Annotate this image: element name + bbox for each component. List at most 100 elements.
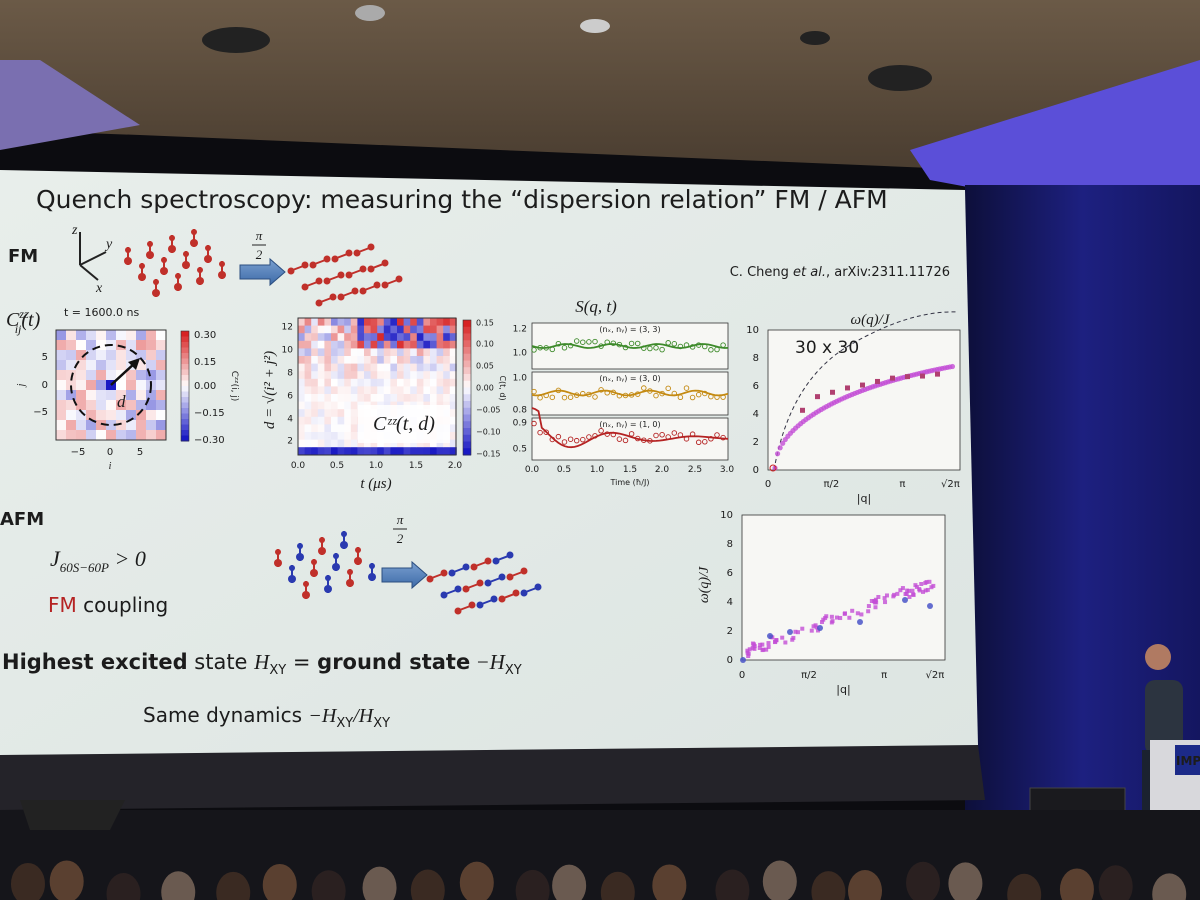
ceiling-light xyxy=(800,31,830,45)
x-label: i xyxy=(109,461,112,472)
shape xyxy=(659,432,665,438)
shape xyxy=(298,348,305,357)
shape xyxy=(56,350,67,361)
slide-title: Quench spectroscopy: measuring the “disp… xyxy=(36,185,888,214)
shape xyxy=(634,435,641,442)
shape xyxy=(752,642,757,647)
shape xyxy=(543,429,549,435)
shape xyxy=(317,439,325,448)
coupling-part: J xyxy=(50,546,61,571)
shape xyxy=(537,344,543,351)
shape xyxy=(116,400,127,411)
shape xyxy=(463,333,471,341)
shape xyxy=(598,428,604,434)
shape xyxy=(641,385,647,391)
shape xyxy=(298,394,305,402)
shape xyxy=(443,318,451,326)
shape xyxy=(927,579,932,584)
shape xyxy=(430,348,437,357)
x-label: |q| xyxy=(836,683,850,696)
shape xyxy=(298,318,305,326)
shape xyxy=(301,283,309,291)
shape xyxy=(769,464,777,472)
shape xyxy=(567,394,574,400)
shape xyxy=(56,370,67,381)
shape xyxy=(377,447,385,456)
shape xyxy=(850,608,855,613)
shape xyxy=(298,371,305,380)
shape xyxy=(410,378,418,387)
shape xyxy=(197,267,203,273)
shape xyxy=(463,407,471,415)
shape xyxy=(783,640,788,645)
shape xyxy=(492,557,500,565)
tick-label: 2.5 xyxy=(688,465,702,475)
pulse-den: 2 xyxy=(397,531,404,546)
shape xyxy=(331,439,338,448)
shape xyxy=(346,579,354,587)
shape xyxy=(298,340,305,349)
shape xyxy=(573,392,580,398)
shape xyxy=(181,369,189,376)
shape xyxy=(331,318,338,326)
shape xyxy=(298,356,305,364)
tick-label: 0 xyxy=(727,655,733,666)
shape xyxy=(311,386,319,395)
shape xyxy=(156,390,167,401)
shape xyxy=(904,591,909,596)
shape xyxy=(76,430,87,441)
shape xyxy=(403,340,411,349)
shape xyxy=(169,235,175,241)
shape xyxy=(364,386,371,395)
shape xyxy=(359,287,367,295)
shape xyxy=(324,439,332,448)
shape xyxy=(364,348,371,357)
shape xyxy=(383,356,391,364)
shape xyxy=(146,370,157,381)
shape xyxy=(317,363,325,372)
shape xyxy=(311,559,317,565)
shape xyxy=(317,386,325,395)
shape xyxy=(410,363,418,372)
shape xyxy=(136,360,147,371)
shape xyxy=(139,263,145,269)
shape xyxy=(592,394,598,400)
tick-label: 0.0 xyxy=(525,465,540,475)
shape xyxy=(616,392,623,399)
cbar-label: C(t, d) xyxy=(498,375,507,400)
shape xyxy=(641,437,647,443)
shape xyxy=(66,380,77,391)
shape xyxy=(604,339,610,345)
shape xyxy=(128,358,140,370)
tick-label: 6 xyxy=(287,392,293,402)
shape xyxy=(430,333,437,342)
shape xyxy=(337,333,345,342)
shape xyxy=(430,356,437,364)
tick-label: 1.2 xyxy=(513,325,527,335)
statement: Highest excited state HXY = ground state… xyxy=(2,650,522,678)
shape xyxy=(767,633,773,639)
shape xyxy=(364,394,371,402)
tick-label: 0.5 xyxy=(330,461,344,471)
shape xyxy=(430,394,437,402)
shape xyxy=(181,353,189,359)
shape xyxy=(324,356,332,364)
shape xyxy=(331,356,338,364)
fm-coupling-part: coupling xyxy=(77,593,168,617)
coupling-part: 60S−60P xyxy=(60,560,109,575)
shape xyxy=(377,318,385,326)
shape xyxy=(919,582,924,587)
shape xyxy=(317,356,325,364)
shape xyxy=(463,414,471,422)
shape xyxy=(76,400,87,411)
statement-part: ground state xyxy=(317,650,470,674)
shape xyxy=(531,322,729,370)
shape xyxy=(337,356,345,364)
tick-label: 2.0 xyxy=(655,465,670,475)
shape xyxy=(146,400,157,411)
shape xyxy=(900,586,905,591)
shape xyxy=(683,385,690,391)
shape xyxy=(377,363,385,372)
shape xyxy=(79,264,99,281)
